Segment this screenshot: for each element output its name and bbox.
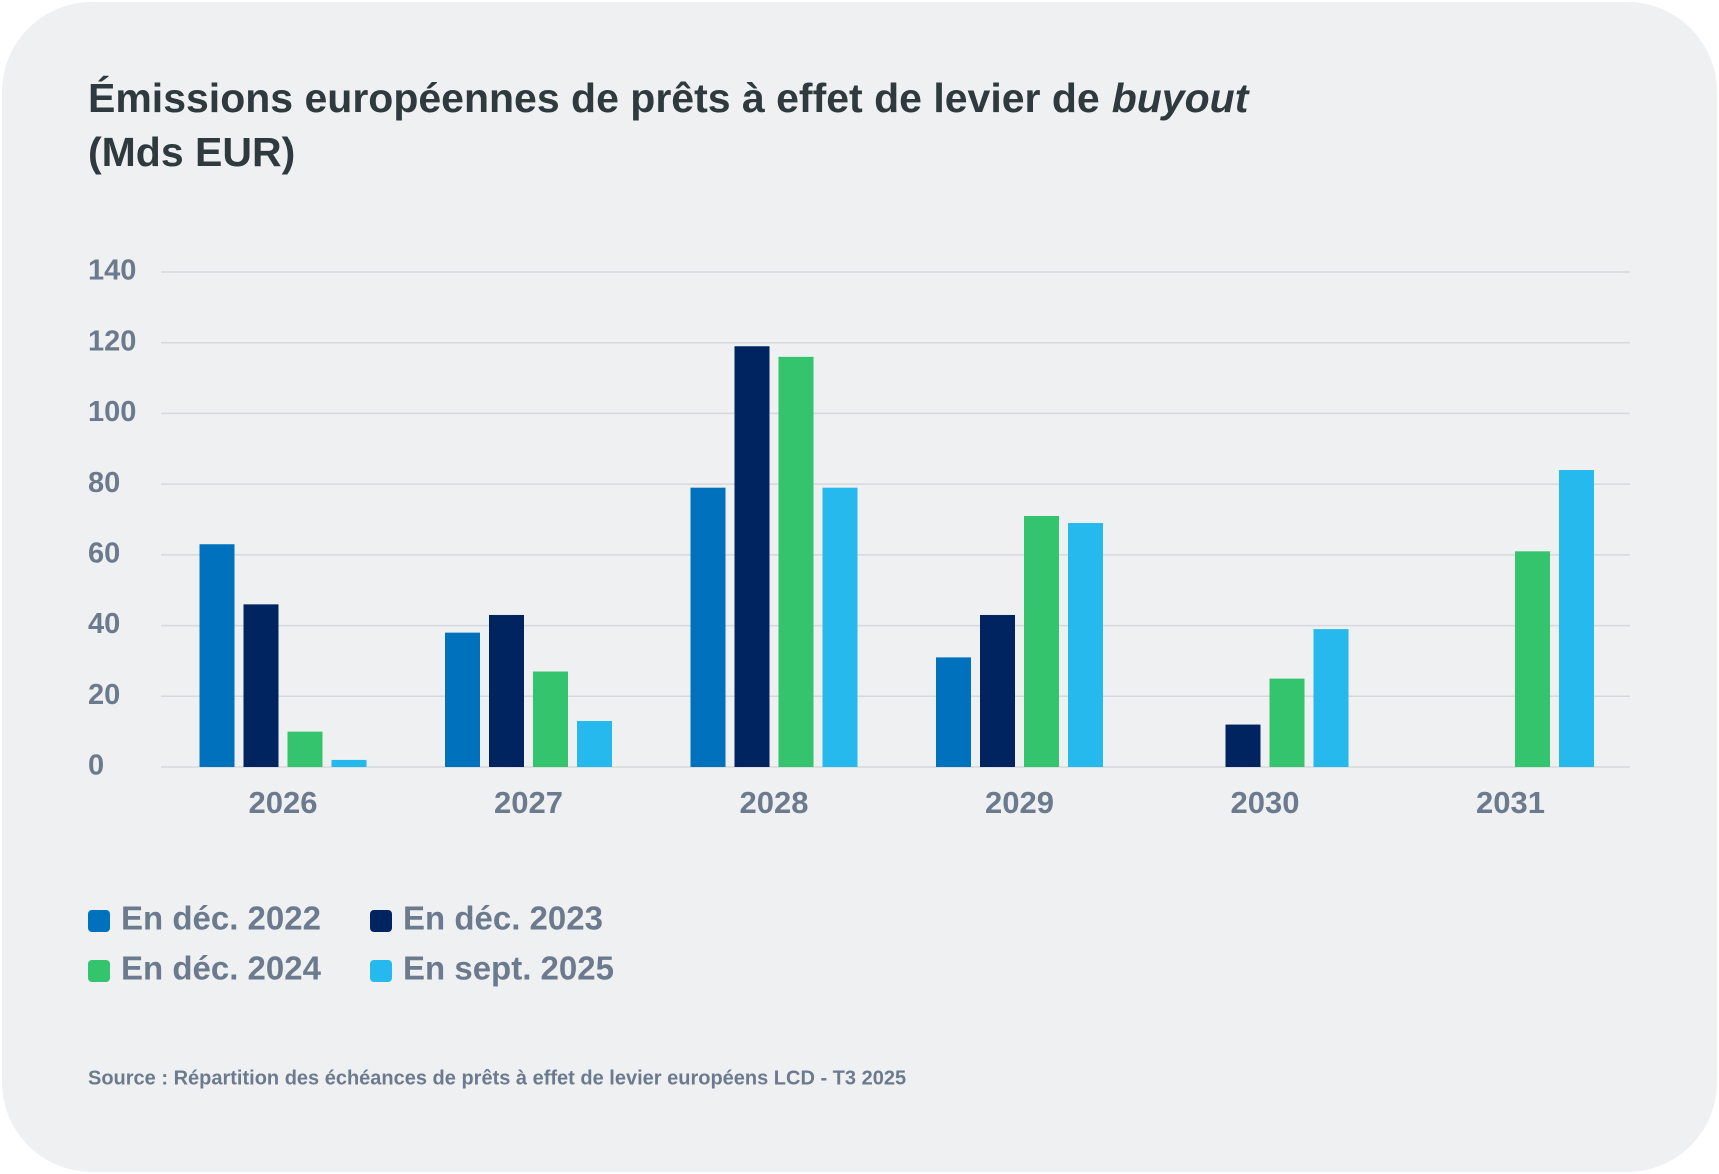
legend-label: En déc. 2024 — [121, 950, 322, 987]
bar — [980, 614, 1015, 767]
legend-swatch — [88, 960, 110, 982]
y-tick-label: 120 — [88, 325, 136, 357]
legend-label: En déc. 2022 — [121, 900, 321, 937]
y-tick-label: 0 — [88, 750, 104, 782]
bar — [533, 671, 568, 767]
x-tick-label: 2027 — [494, 785, 563, 820]
bar — [1515, 551, 1550, 767]
bar — [1024, 515, 1059, 767]
bar — [822, 487, 858, 767]
bar — [489, 614, 524, 767]
bar — [1313, 629, 1349, 767]
bar — [243, 604, 279, 767]
legend-label: En déc. 2023 — [403, 900, 603, 937]
bar — [287, 731, 323, 767]
x-tick-label: 2030 — [1231, 785, 1300, 820]
chart-subtitle: (Mds EUR) — [88, 129, 295, 175]
bar — [690, 487, 726, 767]
bar — [1269, 678, 1305, 767]
bar — [1225, 724, 1261, 767]
legend-label: En sept. 2025 — [403, 950, 614, 987]
x-tick-label: 2031 — [1476, 785, 1545, 820]
bar — [577, 721, 612, 767]
bar — [1559, 470, 1594, 767]
source-note: Source : Répartition des échéances de pr… — [88, 1067, 906, 1089]
bar — [936, 657, 971, 767]
bar — [1068, 523, 1103, 767]
x-tick-label: 2029 — [985, 785, 1054, 820]
y-tick-label: 40 — [88, 608, 120, 640]
legend-swatch — [370, 960, 392, 982]
bar — [734, 346, 770, 767]
bar — [331, 759, 367, 767]
x-tick-label: 2028 — [740, 785, 809, 820]
y-tick-label: 140 — [88, 255, 136, 287]
legend-swatch — [370, 910, 392, 932]
y-tick-label: 60 — [88, 538, 120, 570]
title-italic: buyout — [1112, 75, 1251, 121]
bar — [445, 632, 480, 767]
y-tick-label: 20 — [88, 679, 120, 711]
bar — [778, 356, 814, 767]
bar — [199, 544, 235, 767]
title-text: Émissions européennes de prêts à effet d… — [88, 75, 1100, 121]
chart-title: Émissions européennes de prêts à effet d… — [88, 75, 1251, 121]
x-tick-label: 2026 — [249, 785, 318, 820]
legend-swatch — [88, 910, 110, 932]
y-tick-label: 80 — [88, 467, 120, 499]
y-tick-label: 100 — [88, 396, 136, 428]
